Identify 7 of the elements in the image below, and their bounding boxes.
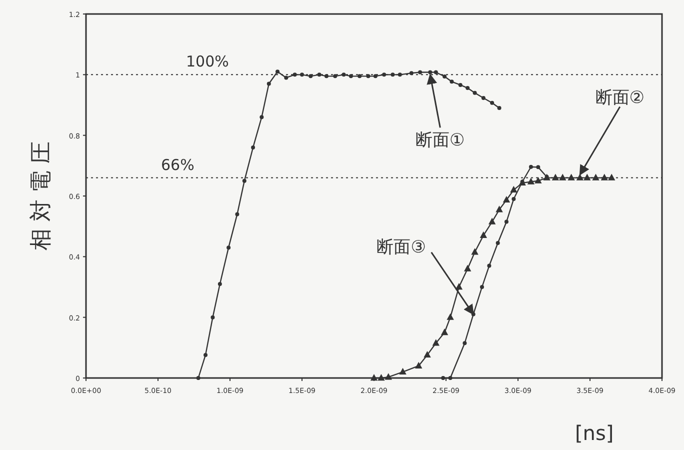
ref-line-label: 100%	[186, 52, 229, 71]
annotation: 断面②	[595, 88, 645, 108]
annotation: 断面③	[376, 237, 426, 258]
y-axis-title: 相 対 電 圧	[29, 142, 54, 250]
annotation: 断面①	[416, 130, 465, 151]
ref-line-label: 66%	[161, 156, 194, 174]
x-axis-title: [ns]	[575, 421, 614, 445]
